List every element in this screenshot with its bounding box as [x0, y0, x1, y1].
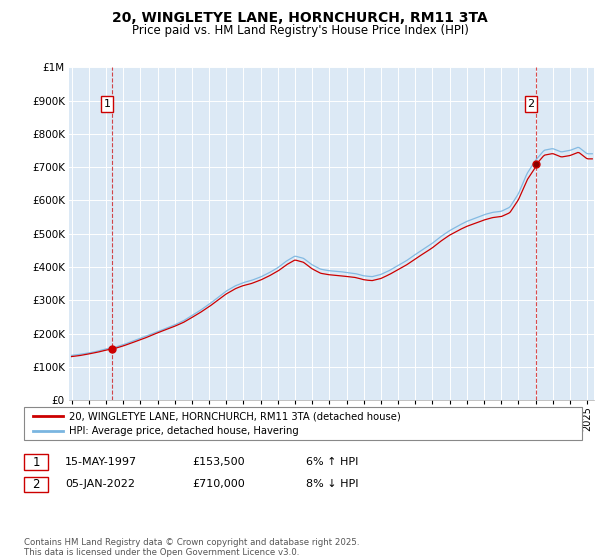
Text: 2: 2 [32, 478, 40, 491]
Text: 2: 2 [527, 99, 535, 109]
Text: 6% ↑ HPI: 6% ↑ HPI [306, 457, 358, 467]
Text: 8% ↓ HPI: 8% ↓ HPI [306, 479, 359, 489]
Text: 20, WINGLETYE LANE, HORNCHURCH, RM11 3TA (detached house): 20, WINGLETYE LANE, HORNCHURCH, RM11 3TA… [69, 411, 401, 421]
Text: Contains HM Land Registry data © Crown copyright and database right 2025.
This d: Contains HM Land Registry data © Crown c… [24, 538, 359, 557]
Text: £153,500: £153,500 [192, 457, 245, 467]
Text: 05-JAN-2022: 05-JAN-2022 [65, 479, 135, 489]
Text: 1: 1 [32, 455, 40, 469]
Text: 1: 1 [104, 99, 110, 109]
Text: 15-MAY-1997: 15-MAY-1997 [65, 457, 137, 467]
Text: HPI: Average price, detached house, Havering: HPI: Average price, detached house, Have… [69, 427, 299, 436]
Text: Price paid vs. HM Land Registry's House Price Index (HPI): Price paid vs. HM Land Registry's House … [131, 24, 469, 36]
Text: 20, WINGLETYE LANE, HORNCHURCH, RM11 3TA: 20, WINGLETYE LANE, HORNCHURCH, RM11 3TA [112, 11, 488, 25]
Text: £710,000: £710,000 [192, 479, 245, 489]
